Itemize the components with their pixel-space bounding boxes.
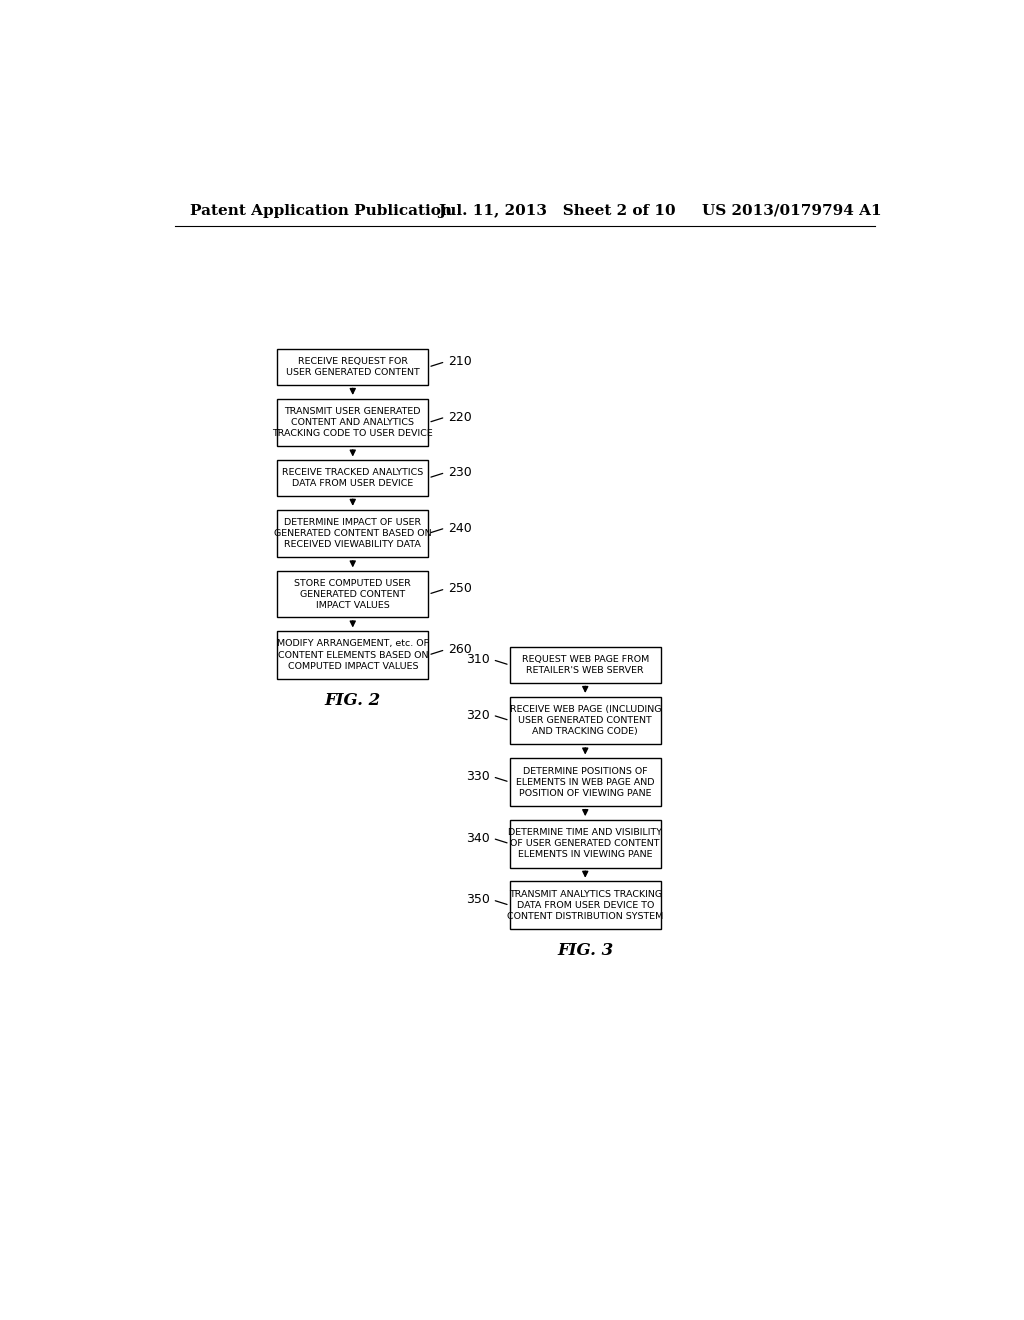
Text: DETERMINE IMPACT OF USER
GENERATED CONTENT BASED ON
RECEIVED VIEWABILITY DATA: DETERMINE IMPACT OF USER GENERATED CONTE…: [274, 517, 431, 549]
Text: TRANSMIT ANALYTICS TRACKING
DATA FROM USER DEVICE TO
CONTENT DISTRIBUTION SYSTEM: TRANSMIT ANALYTICS TRACKING DATA FROM US…: [507, 890, 664, 921]
Text: 330: 330: [467, 770, 490, 783]
Text: Patent Application Publication: Patent Application Publication: [190, 203, 452, 218]
Text: DETERMINE POSITIONS OF
ELEMENTS IN WEB PAGE AND
POSITION OF VIEWING PANE: DETERMINE POSITIONS OF ELEMENTS IN WEB P…: [516, 767, 654, 797]
Bar: [278, 350, 428, 385]
Text: FIG. 2: FIG. 2: [325, 692, 381, 709]
Text: 260: 260: [447, 643, 471, 656]
Bar: [510, 882, 660, 929]
Bar: [510, 647, 660, 682]
Bar: [278, 461, 428, 496]
Text: 210: 210: [447, 355, 471, 368]
Text: REQUEST WEB PAGE FROM
RETAILER'S WEB SERVER: REQUEST WEB PAGE FROM RETAILER'S WEB SER…: [521, 655, 649, 675]
Text: STORE COMPUTED USER
GENERATED CONTENT
IMPACT VALUES: STORE COMPUTED USER GENERATED CONTENT IM…: [294, 578, 412, 610]
Text: 220: 220: [447, 411, 471, 424]
Text: RECEIVE REQUEST FOR
USER GENERATED CONTENT: RECEIVE REQUEST FOR USER GENERATED CONTE…: [286, 356, 420, 378]
Text: TRANSMIT USER GENERATED
CONTENT AND ANALYTICS
TRACKING CODE TO USER DEVICE: TRANSMIT USER GENERATED CONTENT AND ANAL…: [272, 407, 433, 438]
Text: 320: 320: [467, 709, 490, 722]
Bar: [278, 510, 428, 557]
Bar: [510, 758, 660, 807]
Text: Jul. 11, 2013   Sheet 2 of 10: Jul. 11, 2013 Sheet 2 of 10: [438, 203, 676, 218]
Bar: [278, 631, 428, 678]
Text: 230: 230: [447, 466, 471, 479]
Text: 250: 250: [447, 582, 472, 595]
Bar: [510, 697, 660, 744]
Text: RECEIVE WEB PAGE (INCLUDING
USER GENERATED CONTENT
AND TRACKING CODE): RECEIVE WEB PAGE (INCLUDING USER GENERAT…: [510, 705, 662, 737]
Text: 350: 350: [467, 894, 490, 907]
Text: US 2013/0179794 A1: US 2013/0179794 A1: [701, 203, 881, 218]
Bar: [510, 820, 660, 867]
Bar: [278, 399, 428, 446]
Text: FIG. 3: FIG. 3: [557, 942, 613, 960]
Text: DETERMINE TIME AND VISIBILITY
OF USER GENERATED CONTENT
ELEMENTS IN VIEWING PANE: DETERMINE TIME AND VISIBILITY OF USER GE…: [508, 828, 663, 859]
Text: 310: 310: [467, 653, 490, 667]
Text: 340: 340: [467, 832, 490, 845]
Text: 240: 240: [447, 521, 471, 535]
Bar: [278, 572, 428, 618]
Text: MODIFY ARRANGEMENT, etc. OF
CONTENT ELEMENTS BASED ON
COMPUTED IMPACT VALUES: MODIFY ARRANGEMENT, etc. OF CONTENT ELEM…: [276, 639, 429, 671]
Text: RECEIVE TRACKED ANALYTICS
DATA FROM USER DEVICE: RECEIVE TRACKED ANALYTICS DATA FROM USER…: [283, 467, 423, 488]
